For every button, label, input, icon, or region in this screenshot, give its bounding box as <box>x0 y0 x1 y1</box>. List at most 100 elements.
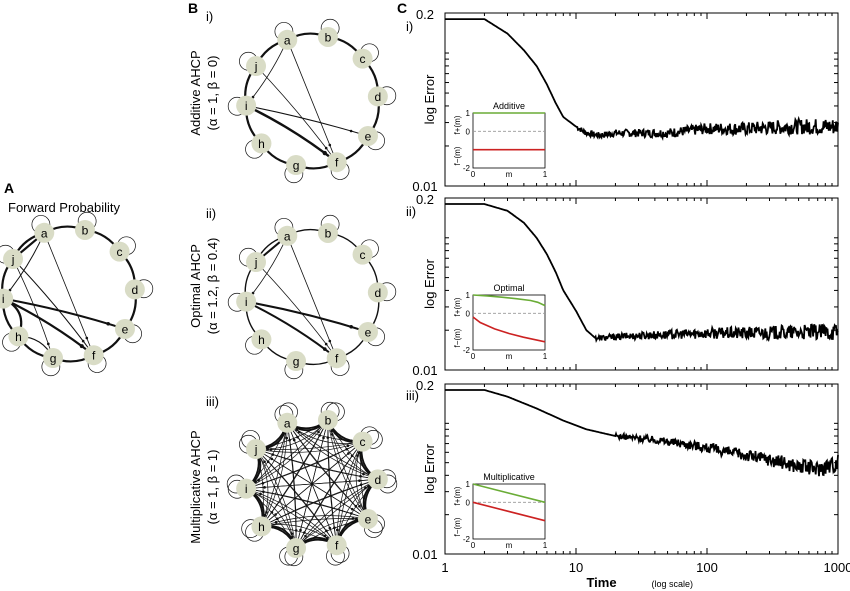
time-axis-labels: 1 10 100 1000 Time (log scale) <box>441 560 850 590</box>
node-f: f <box>326 535 347 556</box>
error-series-line <box>445 389 839 477</box>
edge <box>261 479 378 527</box>
network-graph-multiplicative: a b c d e f g h i j <box>226 401 398 567</box>
node-label: f <box>335 539 339 553</box>
edge-arrowhead <box>323 534 327 538</box>
edge <box>246 488 337 546</box>
y-tick-label: 0.01 <box>412 179 437 194</box>
edge-arrowhead <box>324 342 328 346</box>
node-label: d <box>374 90 381 104</box>
edge <box>246 488 369 520</box>
node-j: j <box>246 252 267 273</box>
edge-arrowhead <box>350 454 354 458</box>
inset-x-label: m <box>506 170 513 179</box>
node-label: g <box>50 352 57 366</box>
panel-b-ii-params: (α = 1.2, β = 0.4) <box>205 238 220 335</box>
node-j: j <box>246 56 267 77</box>
plot-frame <box>444 12 839 187</box>
node-j: j <box>246 439 267 460</box>
inset-x-tick-label: 0 <box>471 352 476 361</box>
edge-arrowhead <box>46 342 50 346</box>
edge-arrowhead <box>269 448 273 451</box>
edge-arrowhead <box>364 486 367 490</box>
node-label: h <box>15 330 22 344</box>
network-graph-optimal: a b c d e f g h i j <box>227 214 397 380</box>
node-label: f <box>335 156 339 170</box>
node-b: b <box>317 222 338 243</box>
node-h: h <box>251 133 272 154</box>
y-axis-label: log Error <box>422 74 437 125</box>
inset-y-tick-label: 1 <box>466 480 471 489</box>
edge <box>245 300 369 333</box>
edge-arrowhead <box>335 528 339 532</box>
inset-y-label-top: f+(m) <box>453 297 462 316</box>
edge-arrowhead <box>346 444 350 448</box>
node-label: b <box>325 226 332 240</box>
node-label: g <box>293 542 300 556</box>
panel-b-i-roman: i) <box>206 9 213 24</box>
edge <box>2 297 95 357</box>
edge-arrowhead <box>322 347 327 351</box>
node-label: i <box>245 99 248 113</box>
node-e: e <box>114 318 135 339</box>
inset-x-tick-label: 1 <box>543 170 548 179</box>
edge <box>246 488 337 546</box>
edge-arrowhead <box>328 339 332 343</box>
forward-probability-title: Forward Probability <box>8 200 120 215</box>
node-a: a <box>277 29 298 50</box>
node-j: j <box>3 249 24 270</box>
edge <box>295 479 379 549</box>
node-b: b <box>317 26 338 47</box>
node-label: f <box>92 349 96 363</box>
node-h: h <box>251 516 272 537</box>
plot-frame <box>444 197 839 371</box>
edge-arrowhead <box>359 483 363 487</box>
edge-arrowhead <box>326 436 330 439</box>
inset-x-label: m <box>506 541 513 550</box>
y-axis-label: log Error <box>422 443 437 494</box>
edge-arrowhead <box>349 512 353 515</box>
edge <box>287 422 378 480</box>
edge-arrowhead <box>106 321 110 326</box>
edge-arrowhead <box>274 520 278 524</box>
node-label: b <box>82 223 89 237</box>
edge-arrowhead <box>292 438 296 442</box>
edge-arrowhead <box>251 291 255 295</box>
node-d: d <box>124 279 145 300</box>
edge-arrowhead <box>290 532 294 535</box>
node-label: b <box>325 30 332 44</box>
y-tick-label: 0.01 <box>412 363 437 378</box>
inset-y-tick-label: 0 <box>466 309 471 318</box>
node-label: i <box>245 482 248 496</box>
node-label: c <box>117 245 123 259</box>
node-label: d <box>374 286 381 300</box>
edge-arrowhead <box>324 146 328 150</box>
node-f: f <box>83 345 104 366</box>
node-label: e <box>365 325 372 339</box>
panel-c-i-roman: i) <box>406 19 413 34</box>
panel-letter-a: A <box>4 180 14 196</box>
node-f: f <box>326 348 347 369</box>
node-label: h <box>258 333 265 347</box>
edge-arrowhead <box>356 454 359 458</box>
node-g: g <box>286 155 307 176</box>
panel-b-ii-label: Optimal AHCP <box>188 244 203 328</box>
node-label: j <box>254 60 258 74</box>
inset-series-f-minus <box>472 316 546 343</box>
x-tick-label: 10 <box>569 560 583 575</box>
edge-arrowhead <box>328 143 332 147</box>
node-d: d <box>367 469 388 490</box>
edge <box>286 235 338 359</box>
node-label: j <box>11 253 15 267</box>
node-b: b <box>317 409 338 430</box>
node-label: a <box>284 33 291 47</box>
inset-y-label-bottom: f−(m) <box>453 146 462 165</box>
node-label: d <box>374 473 381 487</box>
node-g: g <box>43 348 64 369</box>
edge-arrowhead <box>349 129 353 133</box>
inset-y-tick-label: 0 <box>466 127 471 136</box>
